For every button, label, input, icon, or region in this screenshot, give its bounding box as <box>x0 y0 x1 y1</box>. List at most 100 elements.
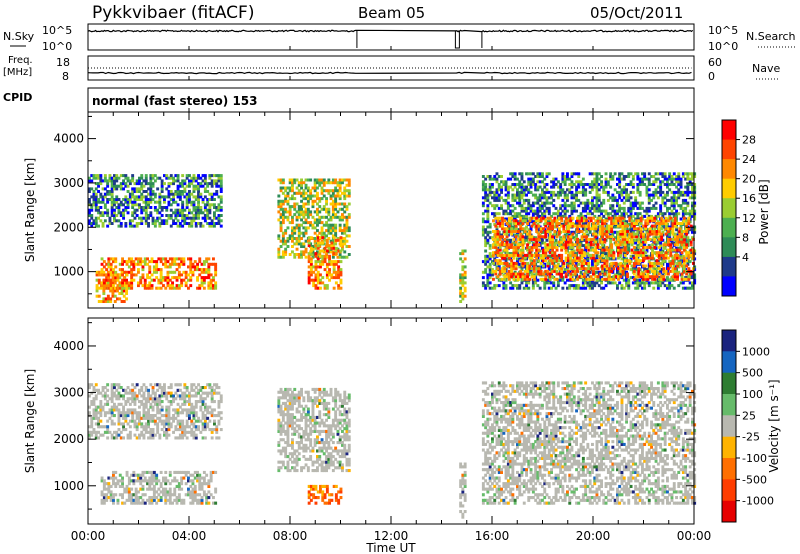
echo-cell <box>219 219 223 223</box>
echo-cell <box>647 198 651 202</box>
echo-cell <box>329 229 333 233</box>
echo-cell <box>613 225 617 229</box>
echo-cell <box>618 185 622 189</box>
echo-cell <box>492 277 495 281</box>
echo-cell <box>295 247 299 251</box>
echo-cell <box>316 273 320 277</box>
echo-cell <box>584 222 588 226</box>
echo-cell <box>600 183 603 186</box>
echo-cell <box>578 222 582 225</box>
echo-cell <box>321 241 325 245</box>
echo-cell <box>586 204 590 208</box>
echo-cell <box>217 214 221 217</box>
echo-cell <box>576 277 579 281</box>
echo-cell <box>510 216 514 220</box>
echo-cell <box>603 237 607 241</box>
echo-cell <box>320 191 324 195</box>
echo-cell <box>607 230 611 233</box>
echo-cell <box>169 190 173 193</box>
echo-cell <box>293 229 297 233</box>
echo-cell <box>582 224 586 228</box>
echo-cell <box>295 210 299 214</box>
echo-cell <box>587 248 591 252</box>
echo-cell <box>501 219 504 223</box>
echo-cell <box>562 237 566 241</box>
echo-cell <box>501 267 504 271</box>
echo-cell <box>498 216 502 220</box>
echo-cell <box>594 275 598 279</box>
echo-cell <box>631 185 635 189</box>
echo-cell <box>113 211 116 215</box>
echo-cell <box>548 277 552 281</box>
echo-cell <box>535 267 539 271</box>
echo-cell <box>611 206 615 210</box>
echo-cell <box>647 172 651 176</box>
echo-cell <box>613 230 617 234</box>
echo-cell <box>563 190 567 194</box>
echo-cell <box>152 260 156 264</box>
echo-cell <box>94 208 98 212</box>
echo-cell <box>560 216 564 220</box>
echo-cell <box>556 284 560 288</box>
echo-cell <box>661 225 665 229</box>
echo-cell <box>686 212 690 216</box>
echo-cell <box>334 199 338 203</box>
echo-cell <box>551 253 554 257</box>
echo-cell <box>199 176 203 180</box>
echo-cell <box>613 281 617 285</box>
echo-cell <box>297 231 301 235</box>
echo-cell <box>304 229 308 233</box>
echo-cell <box>607 253 611 257</box>
echo-cell <box>497 183 501 186</box>
echo-cell <box>518 172 522 176</box>
echo-cell <box>501 240 504 244</box>
echo-cell <box>173 276 177 280</box>
echo-cell <box>331 210 335 214</box>
echo-cell <box>281 207 285 211</box>
echo-cell <box>341 191 344 195</box>
echo-cell <box>125 289 128 293</box>
echo-cell <box>334 207 338 211</box>
echo-cell <box>551 269 554 273</box>
echo-cell <box>120 300 124 303</box>
echo-cell <box>496 243 500 247</box>
echo-cell <box>621 224 625 228</box>
echo-cell <box>185 222 189 225</box>
echo-cell <box>523 253 527 257</box>
echo-cell <box>217 184 221 188</box>
echo-cell <box>622 206 626 210</box>
echo-cell <box>603 227 607 231</box>
echo-cell <box>621 230 625 233</box>
echo-cell <box>293 207 297 211</box>
echo-cell <box>495 193 499 197</box>
echo-cell <box>520 188 524 192</box>
echo-cell <box>569 219 573 223</box>
echo-cell <box>146 262 149 266</box>
echo-cell <box>663 204 667 208</box>
echo-cell <box>568 183 572 186</box>
echo-cell <box>188 200 191 204</box>
echo-cell <box>513 172 517 176</box>
echo-cell <box>581 193 585 197</box>
echo-cell <box>97 200 100 204</box>
echo-cell <box>277 237 281 240</box>
echo-cell <box>632 251 636 255</box>
echo-cell <box>493 214 497 218</box>
echo-cell <box>523 227 527 231</box>
echo-cell <box>295 186 299 190</box>
echo-cell <box>329 239 333 243</box>
echo-cell <box>203 190 207 193</box>
echo-cell <box>498 253 502 257</box>
echo-cell <box>555 272 559 276</box>
echo-cell <box>525 225 528 229</box>
echo-cell <box>526 269 529 273</box>
echo-cell <box>525 206 528 210</box>
echo-cell <box>209 281 213 285</box>
echo-cell <box>577 284 581 288</box>
echo-cell <box>544 222 548 225</box>
echo-cell <box>304 247 308 251</box>
echo-cell <box>506 193 510 197</box>
echo-cell <box>314 268 318 272</box>
echo-cell <box>491 286 494 290</box>
echo-cell <box>550 268 553 272</box>
